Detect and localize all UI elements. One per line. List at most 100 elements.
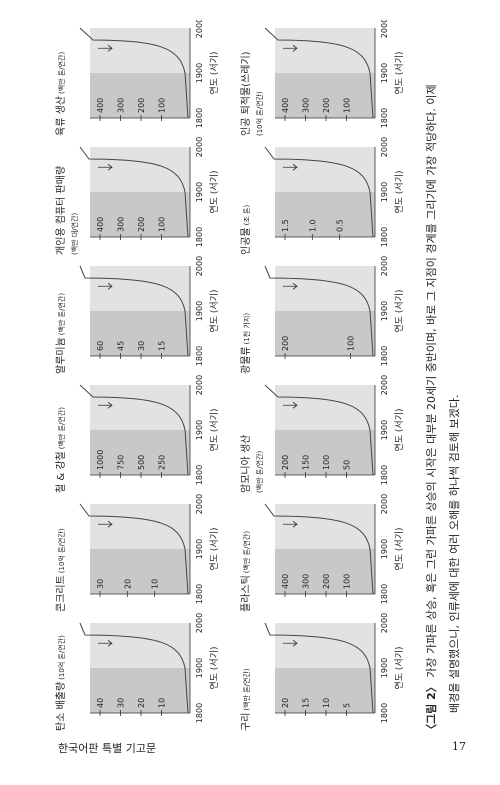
panel-title-text: 플라스틱 <box>240 575 252 612</box>
era-1800 <box>90 192 190 237</box>
x-tick-label: 1900 <box>195 63 204 83</box>
x-axis-label: 연도 (서기) <box>209 51 220 94</box>
x-tick-label: 1800 <box>380 703 389 723</box>
x-tick-label: 2000 <box>195 256 204 276</box>
panel-title: 암모니아 생산 <box>240 435 252 493</box>
x-axis-label: 연도 (서기) <box>209 408 220 451</box>
era-1900 <box>275 504 375 549</box>
panel-unit: (백만 톤/연간) <box>242 531 251 574</box>
panel-title: 광물류(1천 가지) <box>240 313 252 374</box>
y-tick-label: 100 <box>347 336 356 351</box>
marker-arrow <box>283 163 298 171</box>
y-tick-label: 400 <box>281 574 290 589</box>
panel-unit: (조 톤) <box>243 205 251 226</box>
x-tick-label: 2000 <box>380 613 389 633</box>
trend-curve <box>264 27 374 119</box>
marker-arrow <box>283 401 298 409</box>
trend-curve <box>79 146 189 238</box>
x-tick-label: 2000 <box>380 494 389 514</box>
era-1800 <box>90 549 190 594</box>
marker-arrow <box>98 282 113 290</box>
x-tick-label: 1900 <box>380 420 389 440</box>
x-tick-label: 1800 <box>195 227 204 247</box>
y-tick-label: 200 <box>322 98 331 113</box>
panel-unit: (백만 톤/연간) <box>242 668 251 711</box>
x-tick-label: 2000 <box>380 137 389 157</box>
era-1800 <box>90 311 190 356</box>
era-1800 <box>90 668 190 713</box>
panel-title: 탄소 배출량 (10억 톤/연간) <box>55 635 67 731</box>
era-1800 <box>275 549 375 594</box>
x-tick-label: 1900 <box>380 301 389 321</box>
x-tick-label: 1900 <box>195 420 204 440</box>
panel-title-text: 구리 <box>240 713 252 731</box>
y-tick-label: 15 <box>302 698 311 708</box>
panel-title: 철 & 강철(백만 톤/연간) <box>55 407 67 493</box>
panel-unit: (백만 톤/연간) <box>57 407 66 450</box>
x-axis-label: 연도 (서기) <box>394 646 405 689</box>
trend-curve <box>79 265 189 357</box>
x-tick-label: 1800 <box>195 703 204 723</box>
x-axis-label: 연도 (서기) <box>209 289 220 332</box>
y-tick-label: 20 <box>123 579 132 589</box>
panel-title: 구리 (백만 톤/연간) <box>240 668 252 731</box>
y-tick-label: 200 <box>137 217 146 232</box>
y-tick-label: 1.0 <box>308 219 317 232</box>
era-1900 <box>275 147 375 192</box>
y-tick-label: 200 <box>281 336 290 351</box>
y-tick-label: 30 <box>137 341 146 351</box>
marker-arrow <box>283 520 298 528</box>
y-tick-label: 15 <box>158 341 167 351</box>
x-tick-label: 1900 <box>380 182 389 202</box>
panel-title: 인공 퇴적물(쓰레기) <box>240 51 252 136</box>
page-number: 17 <box>452 740 466 753</box>
caption-text: 가장 가파른 상승, 혹은 그런 가파른 상승의 시작은 대부분 20세기 중반… <box>424 84 438 677</box>
marker-arrow <box>283 282 298 290</box>
panel-title-text: 알루미늄 <box>55 337 67 374</box>
panel-title: 개인용 컴퓨터 판매량 <box>55 166 67 255</box>
y-tick-label: 400 <box>281 98 290 113</box>
panel-title-text: 암모니아 생산 <box>240 435 252 493</box>
era-1800 <box>275 430 375 475</box>
panel-title-text: 탄소 배출량 <box>55 682 67 731</box>
x-tick-label: 1900 <box>380 539 389 559</box>
panel-title-text: 개인용 컴퓨터 판매량 <box>55 166 67 255</box>
panel-title-text: 육류 생산 <box>55 96 67 136</box>
panel-unit: (백만 톤/연간) <box>255 450 264 493</box>
x-tick-label: 1800 <box>380 346 389 366</box>
y-tick-label: 200 <box>281 455 290 470</box>
y-tick-label: 10 <box>151 579 160 589</box>
x-tick-label: 2000 <box>195 137 204 157</box>
era-1900 <box>275 28 375 73</box>
caption-label: 〈그림 2〉 <box>425 681 438 735</box>
y-tick-label: 10 <box>322 698 331 708</box>
y-tick-label: 1000 <box>96 450 105 470</box>
figure: 〈그림 2〉 가장 가파른 상승, 혹은 그런 가파른 상승의 시작은 대부분 … <box>50 18 470 735</box>
y-tick-label: 5 <box>343 703 352 708</box>
trend-curve <box>264 622 374 714</box>
caption: 〈그림 2〉 가장 가파른 상승, 혹은 그런 가파른 상승의 시작은 대부분 … <box>424 84 438 735</box>
era-1800 <box>275 73 375 118</box>
x-tick-label: 1800 <box>195 584 204 604</box>
era-1900 <box>275 623 375 668</box>
era-1900 <box>90 623 190 668</box>
panel-unit: (10억 톤/연간) <box>57 635 66 680</box>
panel-unit: (백만 대/연간) <box>70 212 79 255</box>
x-tick-label: 1800 <box>380 584 389 604</box>
y-tick-label: 0.5 <box>336 219 345 232</box>
y-tick-label: 750 <box>117 455 126 470</box>
marker-arrow <box>98 44 113 52</box>
era-1900 <box>275 266 375 311</box>
x-tick-label: 1900 <box>195 301 204 321</box>
trend-curve <box>264 265 374 357</box>
y-tick-label: 100 <box>343 98 352 113</box>
x-axis-label: 연도 (서기) <box>394 527 405 570</box>
y-tick-label: 150 <box>302 455 311 470</box>
era-1900 <box>90 28 190 73</box>
y-tick-label: 20 <box>281 698 290 708</box>
x-axis-label: 연도 (서기) <box>209 170 220 213</box>
x-axis-label: 연도 (서기) <box>209 646 220 689</box>
running-head: 한국어판 특별 기고문 <box>58 742 157 755</box>
marker-arrow <box>98 401 113 409</box>
